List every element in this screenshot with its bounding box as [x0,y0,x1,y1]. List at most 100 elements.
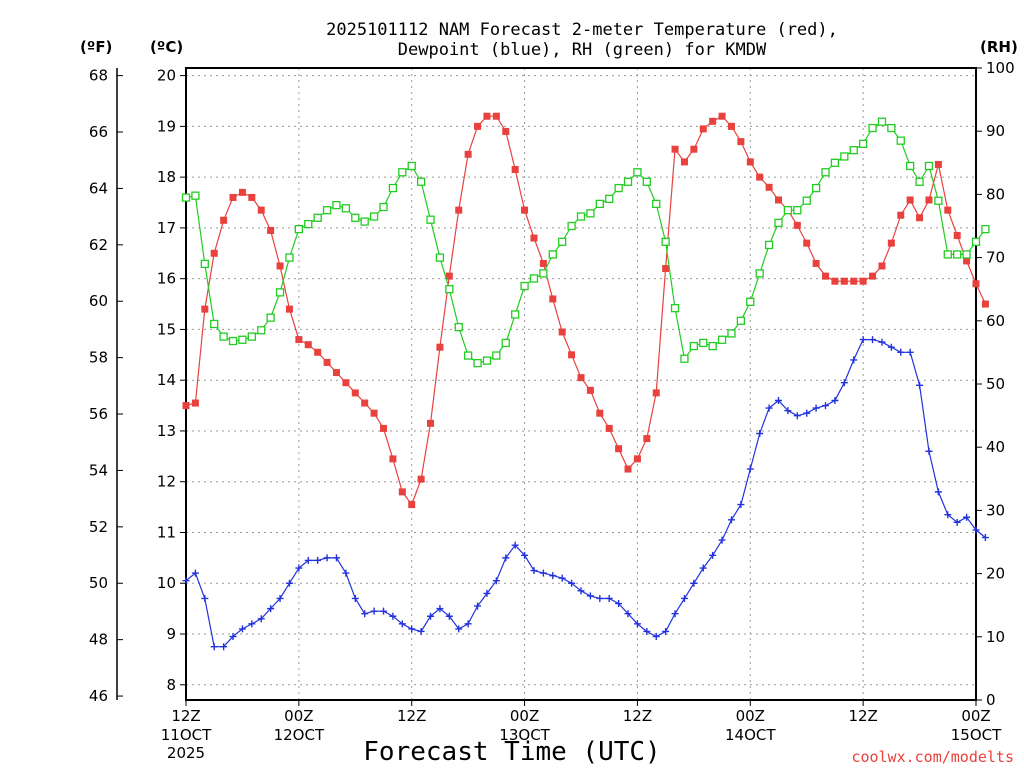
rh-point [285,253,294,262]
dewpoint-point [652,633,660,641]
x-tick-label: 00Z [736,707,765,725]
temperature-point [690,145,698,153]
temperature-point [323,358,331,366]
temperature-point [812,259,820,267]
temperature-point [492,112,500,120]
temperature-point [427,419,435,427]
rh-tick-label: 10 [986,628,1005,646]
rh-point [727,329,736,338]
temperature-point [775,196,782,204]
fahrenheit-tick-label: 46 [89,687,108,705]
rh-point [605,194,614,203]
rh-point [614,183,623,193]
x-tick-date: 12OCT [274,726,325,744]
dewpoint-point [878,338,886,346]
dewpoint-point [361,610,369,618]
dewpoint-point [699,564,707,572]
rh-point [962,250,971,259]
temperature-point [332,369,340,377]
rh-point [247,332,256,341]
rh-point [877,117,887,126]
rh-point [482,356,492,365]
rh-point [520,281,529,291]
temperature-point [539,259,547,267]
rh-tick-label: 50 [986,375,1005,393]
rh-point [266,313,275,322]
dewpoint-point [784,407,792,415]
rh-point [238,335,247,344]
celsius-tick-label: 20 [157,67,176,85]
temperature-point [944,206,952,214]
dewpoint-point [314,556,322,564]
rh-point [388,183,398,193]
celsius-tick-label: 11 [157,523,176,541]
rh-point [830,158,840,167]
dewpoint-point [191,569,199,577]
rh-point [304,219,313,229]
temperature-point [408,501,416,509]
rh-tick-label: 30 [986,501,1005,519]
dewpoint-point [229,633,237,641]
celsius-unit-label: (ºC) [150,38,183,56]
rh-point [924,161,934,171]
dewpoint-point [963,513,971,521]
temperature-point [662,265,670,273]
dewpoint-point [765,404,773,412]
rh-point [971,237,981,246]
rh-point [868,123,877,133]
rh-point [595,199,604,209]
x-tick-label: 12Z [848,707,877,725]
temperature-point [474,122,482,130]
temperature-point [680,158,688,166]
temperature-point [351,389,359,397]
rh-point [492,351,501,360]
rh-point [953,250,962,259]
temperature-point [727,122,735,130]
rh-tick-label: 0 [986,691,996,709]
temperature-point [643,435,651,443]
rh-point [858,139,868,148]
rh-axis: 0 10 20 30 40 50 60 70 80 90 100 [976,59,1015,709]
rh-point [473,358,482,368]
temperature-point [549,295,557,303]
rh-point [887,123,896,133]
rh-point [200,259,209,269]
rh-point [586,209,595,218]
x-tick-label: 12Z [623,707,652,725]
fahrenheit-unit-label: (ºF) [80,38,112,56]
dewpoint-point [718,536,726,544]
temperature-point [953,232,961,240]
temperature-point [746,158,754,166]
temperature-point [314,348,322,356]
rh-point [736,316,746,325]
dewpoint-point [981,534,989,542]
dewpoint-line [185,339,986,648]
rh-point [275,288,285,297]
temperature-point [831,277,839,285]
rh-point [783,206,793,215]
series-layer [181,112,990,651]
rh-point [915,177,924,186]
rh-point [802,196,811,205]
rh-point [934,196,943,205]
celsius-tick-label: 10 [157,574,176,592]
rh-point [416,177,426,186]
dewpoint-point [257,615,265,623]
dewpoint-point [549,572,557,580]
dewpoint-point [727,516,735,524]
fahrenheit-tick-label: 62 [89,236,108,254]
temperature-point [699,125,707,133]
dewpoint-point [474,602,482,610]
fahrenheit-tick-label: 48 [89,631,108,649]
rh-point [708,341,717,351]
rh-point [539,269,548,278]
rh-unit-label: (RH) [980,38,1018,56]
temperature-point [342,379,350,387]
rh-point [793,206,802,215]
rh-point [529,274,539,283]
rh-point [341,204,351,213]
dewpoint-point [511,541,519,549]
dewpoint-point [643,627,651,635]
fahrenheit-tick-label: 68 [89,67,108,85]
rh-point [257,326,266,335]
